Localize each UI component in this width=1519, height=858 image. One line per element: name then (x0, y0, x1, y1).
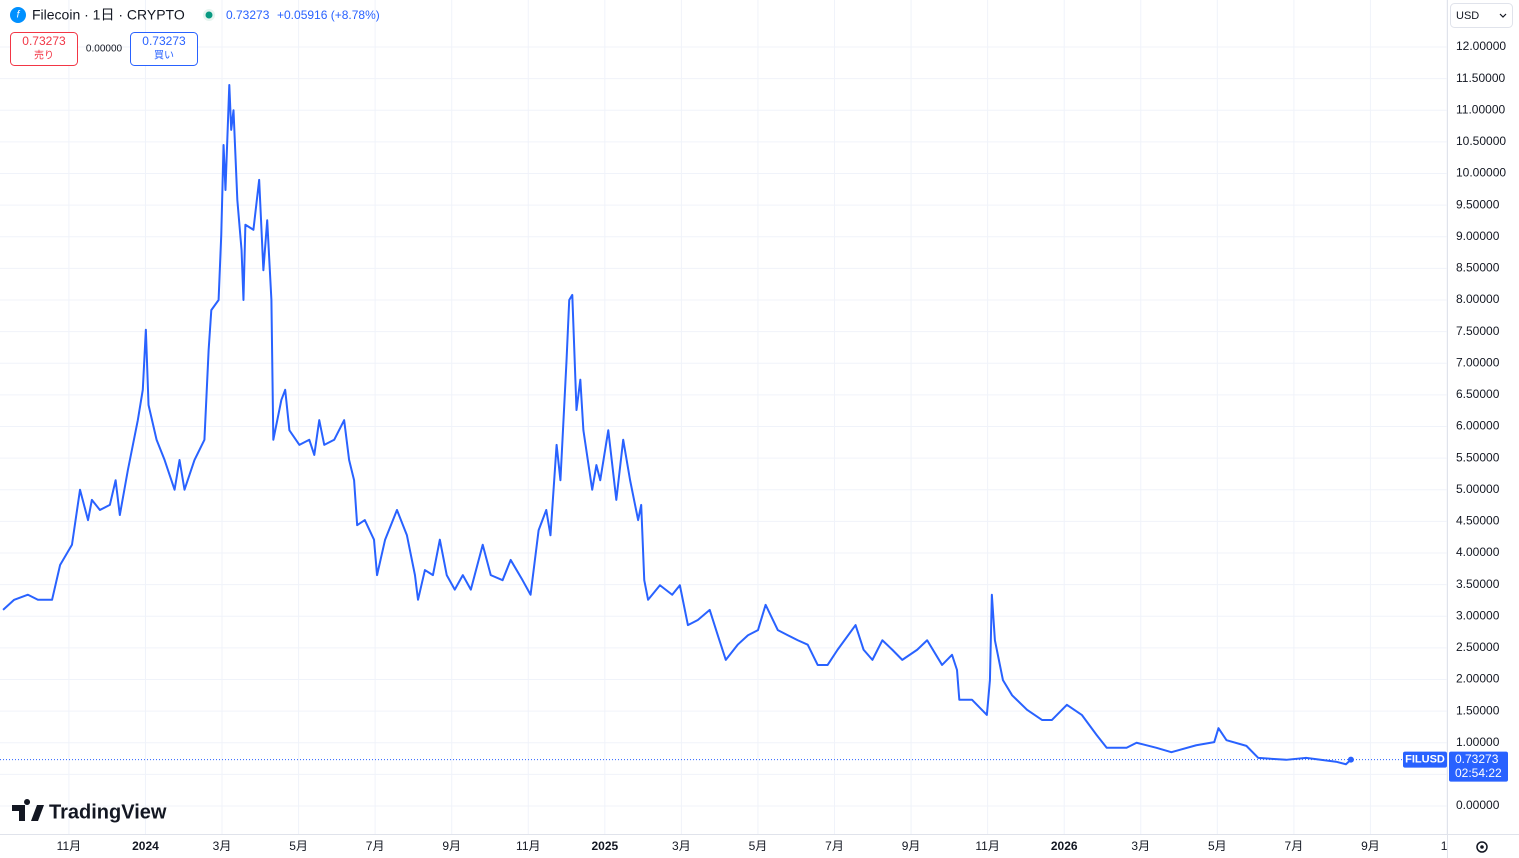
y-tick-label: 10.00000 (1456, 166, 1506, 180)
x-tick-label: 11 (1441, 839, 1454, 853)
y-tick-label: 4.50000 (1456, 514, 1500, 528)
sell-button[interactable] (10, 32, 78, 66)
y-tick-label: 7.50000 (1456, 324, 1500, 338)
x-tick-label: 5月 (1208, 839, 1227, 853)
buy-label: 買い (154, 50, 174, 62)
y-tick-label: 5.50000 (1456, 450, 1500, 464)
y-tick-label: 0.00000 (1456, 798, 1500, 812)
x-tick-label: 2024 (132, 839, 159, 853)
x-tick-label: 2026 (1051, 839, 1078, 853)
symbol-logo-glyph: f (17, 10, 21, 21)
last-price-dot (1347, 756, 1354, 763)
header-price: 0.73273 (226, 8, 270, 22)
y-tick-label: 7.00000 (1456, 355, 1500, 369)
y-tick-label: 8.50000 (1456, 261, 1500, 275)
y-tick-label: 12.00000 (1456, 39, 1506, 53)
x-tick-label: 11月 (516, 839, 540, 853)
y-tick-label: 8.00000 (1456, 292, 1500, 306)
x-tick-label: 7月 (825, 839, 844, 853)
sell-price: 0.73273 (22, 34, 66, 48)
buy-price: 0.73273 (142, 34, 186, 48)
symbol-title[interactable]: Filecoin · 1日 · CRYPTO (32, 7, 185, 23)
x-tick-label: 3月 (672, 839, 691, 853)
x-tick-label: 2025 (591, 839, 618, 853)
y-tick-label: 10.50000 (1456, 134, 1506, 148)
y-tick-label: 6.00000 (1456, 419, 1500, 433)
price-badge (1449, 751, 1508, 782)
x-tick-label: 9月 (442, 839, 461, 853)
y-tick-label: 4.00000 (1456, 545, 1500, 559)
y-tick-label: 9.50000 (1456, 197, 1500, 211)
y-tick-label: 3.00000 (1456, 608, 1500, 622)
x-tick-label: 7月 (366, 839, 385, 853)
currency-select[interactable] (1450, 3, 1513, 28)
symbol-badge-label: FILUSD (1405, 754, 1445, 766)
x-tick-label: 9月 (902, 839, 921, 853)
spread: 0.00000 (86, 44, 123, 55)
x-tick-label: 5月 (289, 839, 308, 853)
x-tick-label: 11月 (57, 839, 81, 853)
sell-label: 売り (34, 49, 54, 62)
buy-button[interactable] (130, 32, 198, 66)
price-line (2, 83, 1352, 766)
x-tick-label: 3月 (213, 839, 232, 853)
price-badge-label: 0.73273 (1455, 752, 1499, 766)
settings-icon[interactable] (1476, 841, 1488, 853)
settings-icon-center (1480, 845, 1484, 849)
symbol-badge (1403, 751, 1447, 768)
y-tick-label: 2.50000 (1456, 640, 1500, 654)
y-tick-label: 5.00000 (1456, 482, 1500, 496)
y-tick-label: 3.50000 (1456, 577, 1500, 591)
y-tick-label: 1.00000 (1456, 735, 1500, 749)
brand-name[interactable]: TradingView (49, 801, 167, 823)
header-change: +0.05916 (+8.78%) (277, 8, 380, 22)
dropdown-arrow (1499, 13, 1507, 18)
x-tick-label: 9月 (1361, 839, 1380, 853)
countdown-label: 02:54:22 (1455, 766, 1502, 780)
y-tick-label: 9.00000 (1456, 229, 1500, 243)
y-tick-label: 11.50000 (1456, 71, 1505, 85)
brand-icon (12, 799, 44, 821)
x-tick-label: 5月 (749, 839, 768, 853)
x-tick-label: 11月 (975, 839, 999, 853)
y-tick-label: 2.00000 (1456, 672, 1500, 686)
y-tick-label: 11.00000 (1456, 102, 1505, 116)
currency-label: USD (1456, 10, 1479, 22)
y-tick-label: 6.50000 (1456, 387, 1500, 401)
market-status-dot (205, 11, 213, 19)
symbol-logo (10, 7, 26, 23)
x-tick-label: 7月 (1285, 839, 1304, 853)
x-tick-label: 3月 (1131, 839, 1150, 853)
y-tick-label: 1.50000 (1456, 703, 1500, 717)
